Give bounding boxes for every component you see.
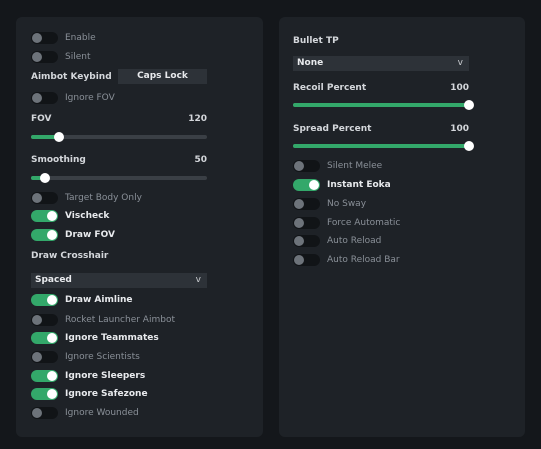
ignore-safezone-toggle[interactable] xyxy=(31,388,58,400)
silent-melee-label: Silent Melee xyxy=(327,161,383,171)
fov-value: 120 xyxy=(188,114,207,124)
ignore-fov-label: Ignore FOV xyxy=(65,93,115,103)
spread-percent-label: Spread Percent xyxy=(293,124,372,134)
recoil-percent-slider[interactable] xyxy=(293,100,474,110)
crosshair-style-select[interactable]: Spaced v xyxy=(31,273,207,288)
vischeck-toggle[interactable] xyxy=(31,210,58,222)
draw-crosshair-label: Draw Crosshair xyxy=(31,251,109,261)
chevron-down-icon: v xyxy=(457,58,463,68)
auto-reload-bar-label: Auto Reload Bar xyxy=(327,255,400,265)
crosshair-style-value: Spaced xyxy=(35,275,72,285)
fov-label: FOV xyxy=(31,114,52,124)
ignore-scientists-toggle[interactable] xyxy=(31,351,58,363)
enable-label: Enable xyxy=(65,33,96,43)
ignore-teammates-label: Ignore Teammates xyxy=(65,333,159,343)
force-automatic-toggle[interactable] xyxy=(293,217,320,229)
draw-aimline-label: Draw Aimline xyxy=(65,295,133,305)
smoothing-value: 50 xyxy=(194,155,207,165)
ignore-scientists-label: Ignore Scientists xyxy=(65,352,140,362)
silent-toggle[interactable] xyxy=(31,51,58,63)
draw-fov-toggle[interactable] xyxy=(31,229,58,241)
aimbot-keybind-button[interactable]: Caps Lock xyxy=(118,69,207,84)
ignore-safezone-label: Ignore Safezone xyxy=(65,389,148,399)
target-body-only-label: Target Body Only xyxy=(65,193,142,203)
auto-reload-bar-toggle[interactable] xyxy=(293,254,320,266)
aimbot-keybind-label: Aimbot Keybind xyxy=(31,72,112,82)
recoil-percent-label: Recoil Percent xyxy=(293,83,367,93)
ignore-sleepers-label: Ignore Sleepers xyxy=(65,371,146,381)
target-body-only-toggle[interactable] xyxy=(31,192,58,204)
spread-percent-slider[interactable] xyxy=(293,141,474,151)
recoil-percent-value: 100 xyxy=(450,83,469,93)
ignore-teammates-toggle[interactable] xyxy=(31,332,58,344)
fov-slider[interactable] xyxy=(31,132,207,142)
enable-toggle[interactable] xyxy=(31,32,58,44)
smoothing-slider-thumb[interactable] xyxy=(40,173,51,183)
rocket-launcher-aimbot-label: Rocket Launcher Aimbot xyxy=(65,315,175,325)
bullet-tp-select[interactable]: None v xyxy=(293,56,469,71)
bullet-tp-value: None xyxy=(297,58,324,68)
ignore-wounded-toggle[interactable] xyxy=(31,407,58,419)
smoothing-label: Smoothing xyxy=(31,155,86,165)
no-sway-toggle[interactable] xyxy=(293,198,320,210)
instant-eoka-toggle[interactable] xyxy=(293,179,320,191)
rocket-launcher-aimbot-toggle[interactable] xyxy=(31,314,58,326)
draw-aimline-toggle[interactable] xyxy=(31,294,58,306)
force-automatic-label: Force Automatic xyxy=(327,218,401,228)
recoil-slider-thumb[interactable] xyxy=(464,100,474,110)
vischeck-label: Vischeck xyxy=(65,211,110,221)
instant-eoka-label: Instant Eoka xyxy=(327,180,391,190)
spread-slider-thumb[interactable] xyxy=(464,141,474,151)
smoothing-slider[interactable] xyxy=(31,173,207,183)
aimbot-panel: Enable Silent Aimbot Keybind Caps Lock I… xyxy=(16,17,263,437)
ignore-fov-toggle[interactable] xyxy=(31,92,58,104)
silent-label: Silent xyxy=(65,52,91,62)
silent-melee-toggle[interactable] xyxy=(293,160,320,172)
draw-fov-label: Draw FOV xyxy=(65,230,115,240)
spread-percent-value: 100 xyxy=(450,124,469,134)
misc-panel: Bullet TP None v Recoil Percent 100 Spre… xyxy=(279,17,525,437)
chevron-down-icon: v xyxy=(195,275,201,285)
auto-reload-label: Auto Reload xyxy=(327,236,382,246)
bullet-tp-label: Bullet TP xyxy=(293,36,339,46)
no-sway-label: No Sway xyxy=(327,199,367,209)
ignore-wounded-label: Ignore Wounded xyxy=(65,408,139,418)
fov-slider-thumb[interactable] xyxy=(54,132,65,142)
auto-reload-toggle[interactable] xyxy=(293,235,320,247)
ignore-sleepers-toggle[interactable] xyxy=(31,370,58,382)
